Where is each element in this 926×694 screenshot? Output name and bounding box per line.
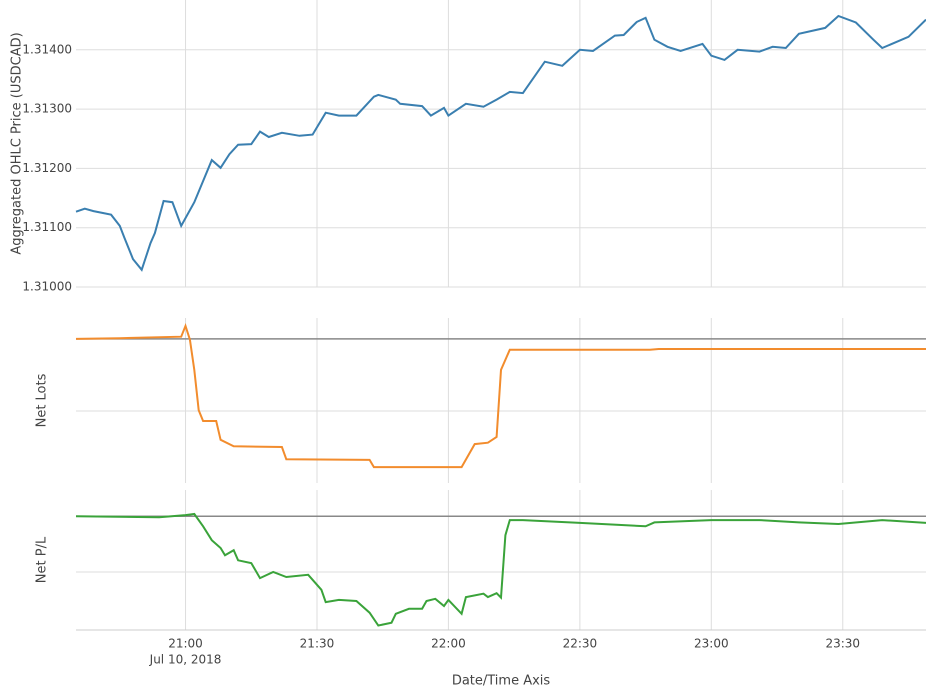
x-tick-label: 22:30: [563, 637, 598, 651]
x-tick-label: 21:00: [168, 637, 203, 651]
x-tick-label: 23:30: [825, 637, 860, 651]
y-tick-label: 1.31000: [22, 280, 72, 294]
y-axis-label: Net P/L: [35, 536, 50, 583]
series-line: [75, 512, 926, 627]
y-tick-label: 1.31300: [22, 102, 72, 116]
series-line: [75, 322, 926, 469]
x-date-label: Jul 10, 2018: [149, 653, 222, 667]
y-tick-label: 1.31400: [22, 42, 72, 56]
x-tick-label: 21:30: [300, 637, 335, 651]
y-tick-label: 1.31100: [22, 220, 72, 234]
x-axis-label: Date/Time Axis: [452, 674, 551, 689]
x-tick-label: 23:00: [694, 637, 729, 651]
series-line: [75, 14, 926, 272]
y-axis-label: Aggregated OHLC Price (USDCAD): [10, 32, 25, 254]
y-tick-label: 1.31200: [22, 161, 72, 175]
x-tick-label: 22:00: [431, 637, 466, 651]
y-axis-label: Net Lots: [35, 373, 50, 427]
